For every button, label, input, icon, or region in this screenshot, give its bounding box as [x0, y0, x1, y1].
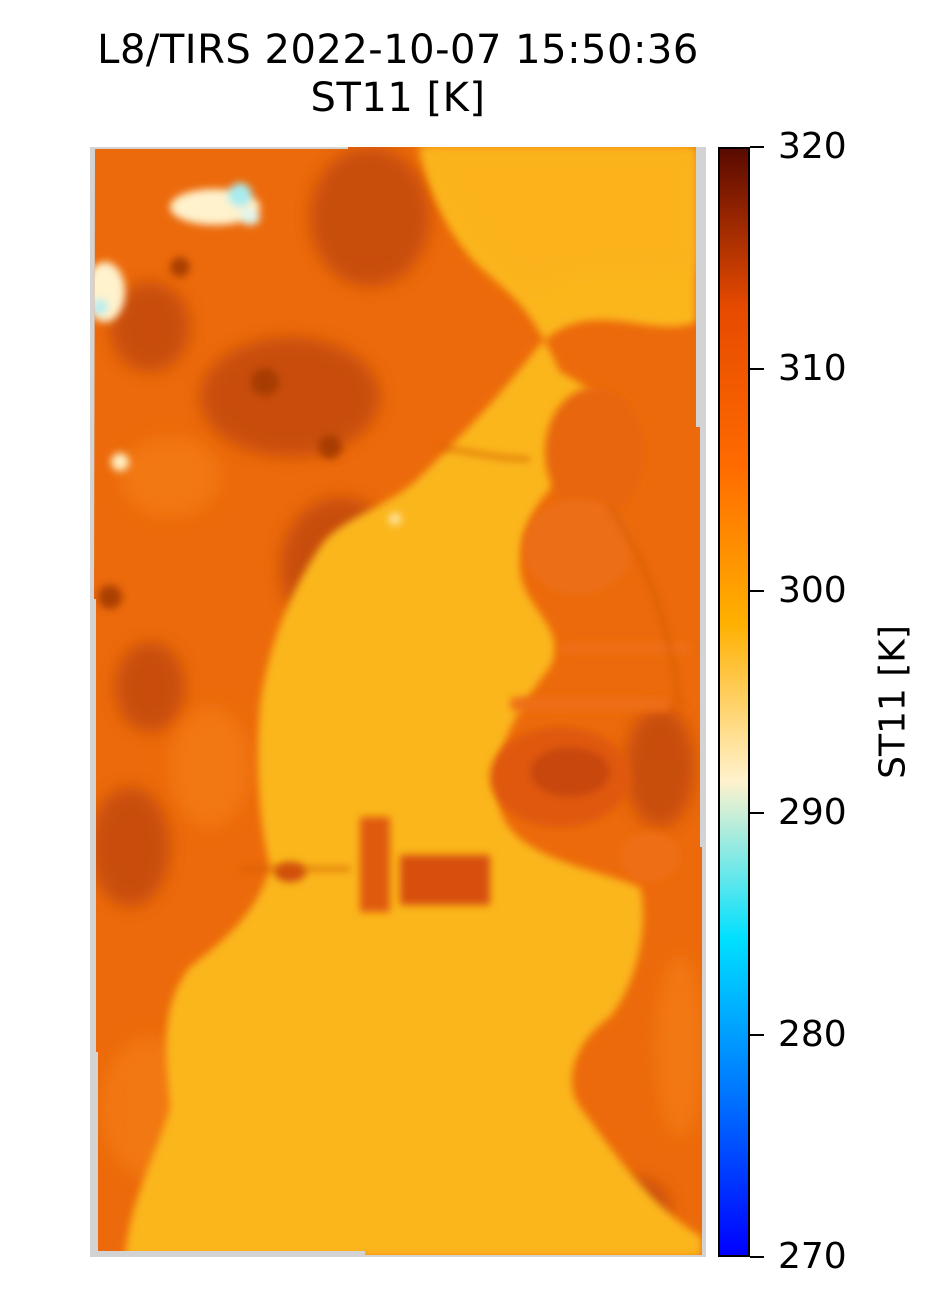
colorbar-tick-label: 310	[778, 348, 847, 389]
title-line-2: ST11 [K]	[310, 75, 486, 121]
colorbar-tick-mark	[750, 590, 764, 592]
thermal-map	[90, 147, 706, 1257]
colorbar-tick-label: 280	[778, 1014, 847, 1055]
colorbar-tick-label: 320	[778, 126, 847, 167]
colorbar-tick-mark	[750, 146, 764, 148]
colorbar-ticks: 320 310 300 290 280 270	[750, 126, 870, 1277]
colorbar-label: ST11 [K]	[872, 625, 914, 779]
colorbar-tick-label: 290	[778, 792, 847, 833]
colorbar-tick-mark	[750, 812, 764, 814]
colorbar-tick-mark	[750, 368, 764, 370]
figure-title: L8/TIRS 2022-10-07 15:50:36 ST11 [K]	[0, 26, 796, 122]
colorbar	[718, 147, 750, 1257]
thermal-map-image	[94, 147, 702, 1255]
colorbar-tick-mark	[750, 1034, 764, 1036]
title-line-1: L8/TIRS 2022-10-07 15:50:36	[97, 27, 699, 73]
colorbar-tick-label: 300	[778, 570, 847, 611]
colorbar-tick-label: 270	[778, 1236, 847, 1277]
colorbar-tick-mark	[750, 1256, 764, 1258]
